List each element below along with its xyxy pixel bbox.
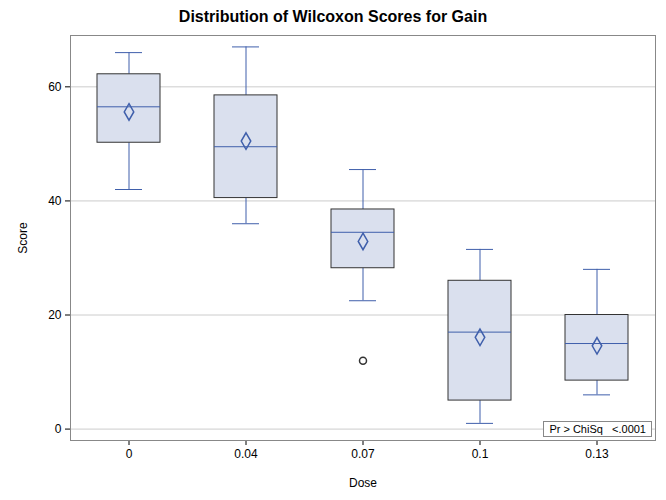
html-text:Distribution of Wilcoxon Score: Distribution of Wilcoxon Scores for Gain bbox=[178, 8, 488, 25]
svg-text:20: 20 bbox=[48, 308, 62, 322]
svg-text:Score: Score bbox=[16, 222, 30, 254]
svg-text:60: 60 bbox=[48, 80, 62, 94]
svg-text:0: 0 bbox=[55, 422, 62, 436]
svg-text:0.07: 0.07 bbox=[351, 447, 375, 461]
svg-text:0: 0 bbox=[126, 447, 133, 461]
svg-text:0.13: 0.13 bbox=[585, 447, 609, 461]
svg-text:Dose: Dose bbox=[349, 476, 377, 490]
svg-text:0.1: 0.1 bbox=[472, 447, 489, 461]
html-text:Pr > ChiSq <.0001: Pr > ChiSq <.0001 bbox=[549, 423, 646, 435]
svg-text:40: 40 bbox=[48, 194, 62, 208]
svg-text:0.04: 0.04 bbox=[234, 447, 258, 461]
